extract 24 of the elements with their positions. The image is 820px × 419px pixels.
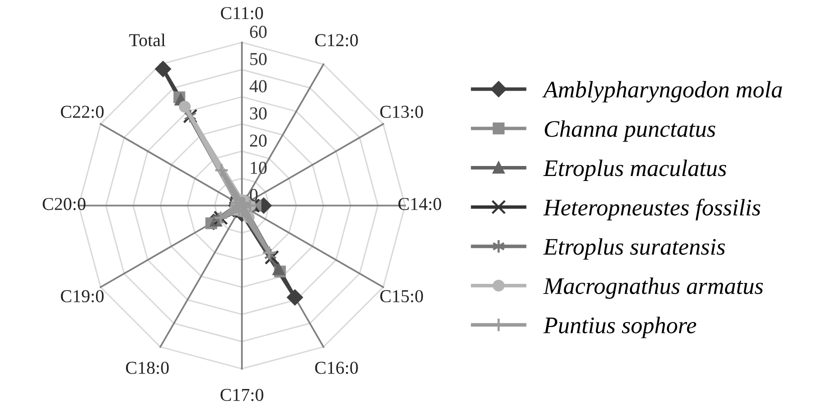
legend-label: Macrognathus armatus [543, 277, 763, 299]
legend-label: Puntius sophore [543, 316, 696, 338]
y-tick-label: 30 [250, 107, 267, 120]
spoke-label: C16:0 [315, 362, 358, 374]
spoke-label: C11:0 [220, 7, 263, 20]
spoke-label: C19:0 [60, 290, 104, 302]
legend-label: Heteropneustes fossilis [543, 198, 760, 220]
legend-label: Amblypharyngodon mola [542, 80, 782, 102]
y-tick-label: 40 [250, 80, 267, 92]
spoke-label: C18:0 [126, 362, 169, 374]
spoke-label: Total [129, 34, 166, 46]
legend-label: Etroplus suratensis [543, 238, 725, 260]
legend-label: Etroplus maculatus [543, 160, 726, 181]
spoke-label: C17:0 [220, 388, 264, 402]
spoke-label: C20:0 [42, 198, 86, 210]
legend-label: Channa punctatus [544, 120, 716, 142]
spoke-label: C14:0 [398, 198, 442, 210]
y-tick-label: 20 [250, 134, 267, 147]
spoke-label: C12:0 [315, 34, 358, 46]
spoke-label: C13:0 [380, 106, 423, 118]
y-tick-label: 50 [250, 52, 267, 66]
spoke-label: C15:0 [380, 290, 423, 302]
y-tick-label: 60 [250, 26, 267, 38]
spoke-label: C22:0 [60, 106, 104, 118]
